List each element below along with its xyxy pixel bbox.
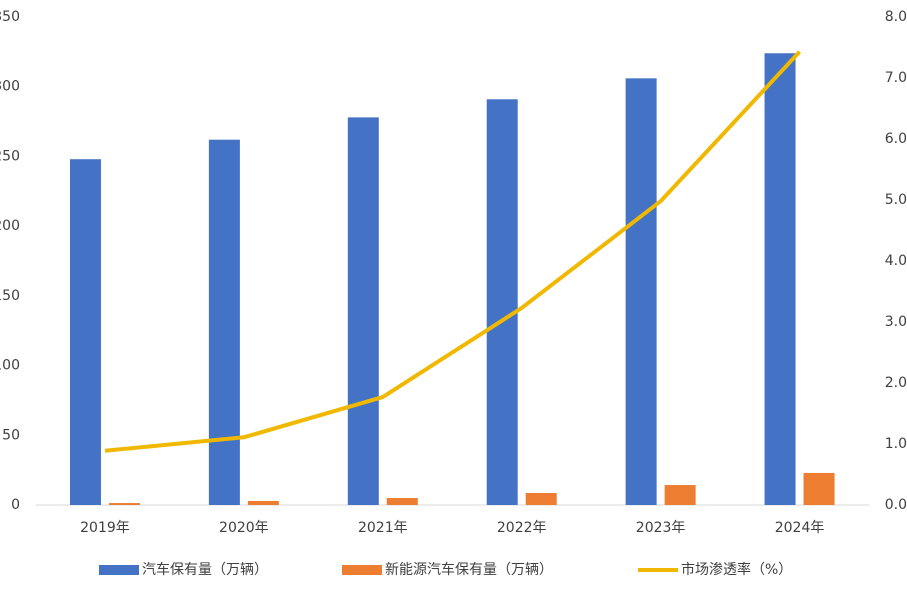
y2-tick-label: 1.0 — [885, 436, 907, 452]
y-tick-label: 300 — [0, 79, 20, 95]
legend-swatch — [342, 565, 382, 575]
legend-label: 新能源汽车保有量（万辆） — [385, 561, 553, 578]
x-tick-label: 2023年 — [636, 520, 686, 536]
bar — [625, 78, 657, 505]
bar — [525, 493, 557, 505]
bar — [208, 139, 240, 505]
x-tick-label: 2022年 — [497, 520, 547, 536]
legend-label: 汽车保有量（万辆） — [142, 561, 268, 578]
line — [104, 50, 802, 453]
x-tick-label: 2021年 — [358, 520, 408, 536]
bar — [486, 99, 518, 506]
legend-label: 市场渗透率（%） — [681, 561, 792, 578]
bar — [247, 500, 279, 505]
bar — [803, 472, 835, 505]
bar — [108, 503, 140, 505]
y-tick-label: 200 — [0, 218, 20, 234]
y-tick-label: 50 — [2, 427, 20, 443]
y2-tick-label: 8.0 — [885, 9, 907, 25]
y2-tick-label: 4.0 — [885, 253, 907, 269]
y-tick-label: 250 — [0, 148, 20, 164]
x-tick-label: 2020年 — [219, 520, 269, 536]
bar — [69, 159, 101, 505]
y-tick-label: 150 — [0, 288, 20, 304]
x-tick-label: 2024年 — [775, 520, 825, 536]
y2-tick-label: 6.0 — [885, 131, 907, 147]
legend-swatch — [99, 565, 139, 575]
y2-tick-label: 5.0 — [885, 192, 907, 208]
y2-tick-label: 2.0 — [885, 375, 907, 391]
x-tick-label: 2019年 — [80, 520, 130, 536]
bar — [386, 498, 418, 505]
y2-tick-label: 7.0 — [885, 70, 907, 86]
bar — [664, 485, 696, 505]
y-tick-label: 0 — [11, 497, 20, 513]
bar — [764, 53, 796, 505]
bar — [347, 117, 379, 505]
y-tick-label: 100 — [0, 358, 20, 374]
y2-tick-label: 3.0 — [885, 314, 907, 330]
y2-tick-label: 0.0 — [885, 497, 907, 513]
y-tick-label: 350 — [0, 9, 20, 25]
